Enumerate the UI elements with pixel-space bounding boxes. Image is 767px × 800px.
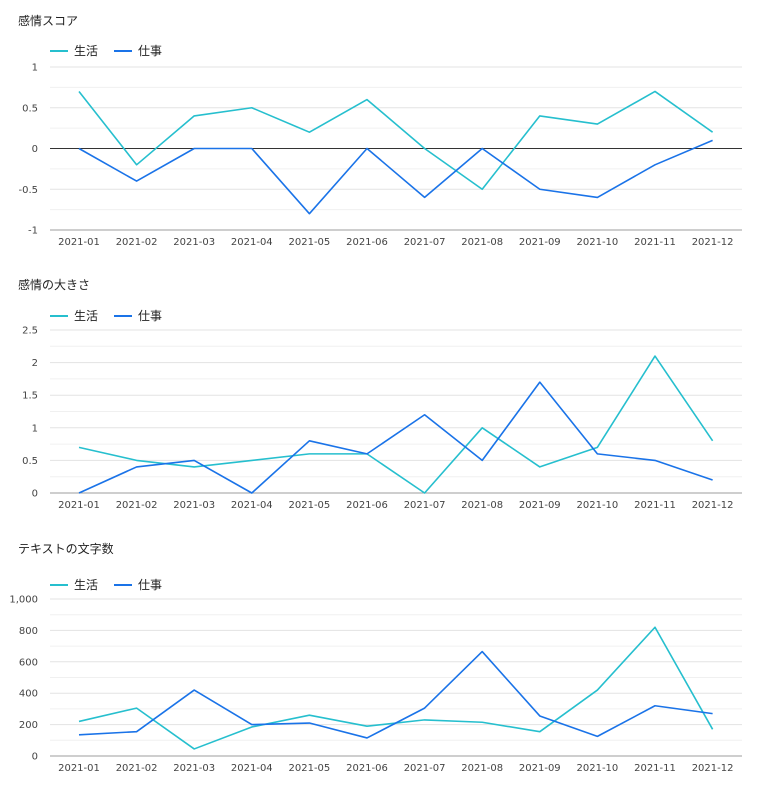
x-tick-label: 2021-10 bbox=[577, 237, 619, 248]
y-tick-label: 0 bbox=[32, 752, 38, 763]
legend-item-work[interactable]: 仕事 bbox=[114, 42, 162, 59]
y-tick-label: 1,000 bbox=[9, 595, 38, 606]
plot-area: 0 200 400 600 800 1,000 2021-01 2021-02 2021-03 2… bbox=[9, 595, 742, 774]
y-tick-label: 400 bbox=[19, 689, 38, 700]
chart-emotion-magnitude: 感情の大きさ 生活 仕事 0 0.5 1 1.5 2 2.5 2021-01 2021-02 2… bbox=[0, 276, 767, 516]
x-tick-label: 2021-02 bbox=[116, 237, 158, 248]
legend-swatch-work bbox=[114, 49, 133, 52]
x-tick-label: 2021-12 bbox=[692, 763, 734, 774]
x-tick-label: 2021-06 bbox=[346, 500, 388, 511]
x-tick-label: 2021-02 bbox=[116, 763, 158, 774]
x-tick-label: 2021-05 bbox=[289, 763, 331, 774]
x-tick-label: 2021-12 bbox=[692, 237, 734, 248]
y-tick-label: 800 bbox=[19, 626, 38, 637]
x-tick-label: 2021-03 bbox=[173, 500, 215, 511]
x-tick-label: 2021-01 bbox=[58, 237, 100, 248]
x-tick-label: 2021-09 bbox=[519, 763, 561, 774]
y-tick-label: -0.5 bbox=[18, 185, 38, 196]
x-tick-label: 2021-06 bbox=[346, 237, 388, 248]
legend-label-work: 仕事 bbox=[138, 44, 163, 58]
x-tick-label: 2021-08 bbox=[461, 763, 503, 774]
legend: 生活 仕事 bbox=[50, 42, 162, 59]
chart-title: 感情の大きさ bbox=[18, 278, 91, 292]
x-tick-label: 2021-12 bbox=[692, 500, 734, 511]
legend-label-life: 生活 bbox=[74, 309, 99, 323]
x-tick-label: 2021-04 bbox=[231, 500, 273, 511]
y-tick-label: 0.5 bbox=[22, 103, 38, 114]
x-tick-label: 2021-08 bbox=[461, 237, 503, 248]
x-tick-label: 2021-11 bbox=[634, 237, 676, 248]
y-tick-label: -1 bbox=[28, 226, 38, 237]
x-tick-label: 2021-03 bbox=[173, 237, 215, 248]
y-tick-label: 2 bbox=[32, 358, 38, 369]
series-line-work bbox=[78, 650, 713, 739]
x-tick-label: 2021-05 bbox=[289, 500, 331, 511]
x-tick-label: 2021-10 bbox=[577, 763, 619, 774]
y-tick-label: 600 bbox=[19, 657, 38, 668]
x-tick-label: 2021-09 bbox=[519, 500, 561, 511]
x-tick-label: 2021-09 bbox=[519, 237, 561, 248]
x-tick-label: 2021-01 bbox=[58, 763, 100, 774]
y-tick-label: 1 bbox=[32, 423, 38, 434]
y-tick-label: 2.5 bbox=[22, 326, 38, 337]
x-tick-label: 2021-03 bbox=[173, 763, 215, 774]
x-tick-label: 2021-06 bbox=[346, 763, 388, 774]
y-tick-label: 0 bbox=[32, 489, 38, 500]
x-tick-label: 2021-11 bbox=[634, 763, 676, 774]
legend-swatch-work bbox=[114, 314, 133, 317]
legend-item-work[interactable]: 仕事 bbox=[114, 576, 162, 593]
series-line-life bbox=[78, 355, 714, 494]
legend-item-life[interactable]: 生活 bbox=[50, 576, 98, 593]
y-tick-label: 0.5 bbox=[22, 456, 38, 467]
series-line-work bbox=[78, 381, 713, 494]
y-tick-label: 1 bbox=[32, 63, 38, 74]
plot-area: -1 -0.5 0 0.5 1 2021-01 2021-02 2021-03 2021-04 2… bbox=[18, 63, 742, 248]
series-line-life bbox=[78, 90, 714, 191]
chart-emotion-score: 感情スコア 生活 仕事 -1 -0.5 0 0.5 1 2021-01 2021-02 202… bbox=[0, 12, 767, 252]
x-tick-label: 2021-01 bbox=[58, 500, 100, 511]
legend-label-life: 生活 bbox=[74, 578, 99, 592]
x-tick-label: 2021-07 bbox=[404, 237, 446, 248]
x-tick-label: 2021-08 bbox=[461, 500, 503, 511]
series-line-life bbox=[78, 626, 714, 750]
chart-text-length: テキストの文字数 生活 仕事 0 200 400 600 800 1,000 2021-01… bbox=[0, 540, 767, 785]
series-line-work bbox=[78, 139, 713, 215]
x-tick-label: 2021-10 bbox=[577, 500, 619, 511]
y-tick-label: 200 bbox=[19, 720, 38, 731]
legend-label-work: 仕事 bbox=[138, 578, 163, 592]
x-tick-label: 2021-02 bbox=[116, 500, 158, 511]
chart-title: テキストの文字数 bbox=[18, 542, 114, 556]
legend-swatch-work bbox=[114, 583, 133, 586]
legend-swatch-life bbox=[50, 314, 68, 317]
chart-title: 感情スコア bbox=[18, 14, 79, 28]
legend-swatch-life bbox=[50, 49, 68, 52]
legend-item-work[interactable]: 仕事 bbox=[114, 307, 162, 324]
y-tick-label: 1.5 bbox=[22, 391, 38, 402]
legend-label-work: 仕事 bbox=[138, 309, 163, 323]
legend-item-life[interactable]: 生活 bbox=[50, 307, 98, 324]
x-tick-label: 2021-04 bbox=[231, 763, 273, 774]
plot-area: 0 0.5 1 1.5 2 2.5 2021-01 2021-02 2021-03 2021-04… bbox=[22, 326, 742, 511]
legend-item-life[interactable]: 生活 bbox=[50, 42, 98, 59]
x-tick-label: 2021-07 bbox=[404, 763, 446, 774]
legend: 生活 仕事 bbox=[50, 307, 162, 324]
legend-swatch-life bbox=[50, 583, 68, 586]
x-tick-label: 2021-04 bbox=[231, 237, 273, 248]
legend: 生活 仕事 bbox=[50, 576, 162, 593]
y-tick-label: 0 bbox=[32, 144, 38, 155]
x-tick-label: 2021-11 bbox=[634, 500, 676, 511]
legend-label-life: 生活 bbox=[74, 44, 99, 58]
x-tick-label: 2021-07 bbox=[404, 500, 446, 511]
x-tick-label: 2021-05 bbox=[289, 237, 331, 248]
